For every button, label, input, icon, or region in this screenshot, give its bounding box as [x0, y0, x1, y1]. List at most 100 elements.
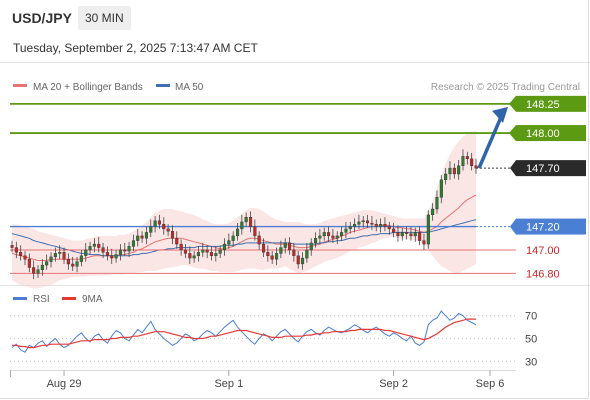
- candle-body: [474, 165, 478, 169]
- candle-body: [114, 254, 118, 259]
- candle-body: [292, 249, 296, 256]
- level-147-20-tag-arrow: [510, 218, 516, 235]
- candle-body: [58, 252, 62, 254]
- candle-body: [157, 220, 162, 225]
- candle-body: [353, 223, 357, 227]
- candle-body: [40, 264, 44, 271]
- x-tick-label: Sep 6: [476, 378, 505, 390]
- rsi-tick-70: 70: [525, 311, 537, 323]
- legend-rsi-swatch: [13, 297, 27, 300]
- legend-ma20-label: MA 20 + Bollinger Bands: [33, 82, 143, 93]
- candle-body: [123, 249, 127, 252]
- legend-ma50-label: MA 50: [175, 82, 204, 93]
- candle-body: [14, 247, 18, 253]
- candle-body: [201, 249, 205, 253]
- candle-body: [110, 255, 114, 259]
- candle-body: [461, 156, 465, 166]
- candle-body: [149, 226, 153, 233]
- candle-body: [196, 252, 201, 257]
- candle-body: [296, 255, 300, 265]
- projection-arrow-head: [492, 106, 508, 123]
- candle-body: [344, 228, 348, 233]
- candle-body: [348, 226, 352, 230]
- candle-body: [361, 220, 365, 223]
- legend-rsi-label: RSI: [33, 294, 50, 305]
- rsi-tick-30: 30: [525, 356, 537, 368]
- candle-body: [214, 253, 218, 256]
- level-147-20-tag: [516, 218, 586, 235]
- candle-body: [405, 232, 409, 234]
- candle-body: [170, 230, 175, 239]
- level-148-00-label: 148.00: [526, 128, 560, 140]
- candle-body: [266, 252, 270, 257]
- candle-body: [409, 233, 413, 237]
- candle-body: [27, 259, 31, 268]
- timestamp: Tuesday, September 2, 2025 7:13:47 AM CE…: [13, 41, 258, 55]
- candle-body: [32, 267, 36, 274]
- legend-9ma-swatch: [62, 297, 76, 300]
- candle-body: [335, 235, 339, 239]
- chart-header: USD/JPY 30 MIN: [0, 0, 590, 36]
- level-147-70-tag: [516, 160, 586, 177]
- candle-body: [314, 238, 318, 244]
- candle-body: [305, 249, 309, 259]
- candle-body: [318, 235, 322, 239]
- candle-body: [465, 156, 469, 159]
- candle-body: [270, 255, 274, 260]
- x-tick-label: Sep 2: [379, 378, 408, 390]
- candle-body: [383, 223, 387, 227]
- candle-body: [322, 232, 326, 237]
- candle-body: [392, 228, 396, 233]
- candle-body: [240, 221, 244, 230]
- candle-body: [357, 221, 361, 225]
- candle-body: [131, 240, 136, 247]
- level-148-00-tag-arrow: [509, 125, 516, 142]
- candle-body: [10, 245, 14, 248]
- projection-arrow: [477, 114, 504, 169]
- candle-body: [327, 232, 331, 237]
- rsi-ma-line: [12, 318, 476, 349]
- candle-body: [136, 235, 140, 241]
- level-148-25-label: 148.25: [526, 99, 560, 111]
- candle-body: [79, 255, 83, 262]
- candle-body: [283, 242, 287, 248]
- candle-body: [439, 179, 443, 198]
- candle-body: [418, 232, 422, 241]
- candle-body: [426, 214, 430, 245]
- candle-body: [205, 249, 209, 253]
- timeframe-button[interactable]: 30 MIN: [78, 6, 131, 30]
- level-147-20-label: 147.20: [526, 222, 560, 234]
- candle-body: [92, 243, 96, 247]
- x-tick-label: Sep 1: [214, 378, 243, 390]
- candle-body: [279, 247, 283, 254]
- candle-body: [400, 232, 404, 237]
- level-148-25-tag: [516, 95, 586, 112]
- candle-body: [101, 247, 105, 253]
- candle-body: [374, 223, 378, 227]
- candle-body: [105, 252, 109, 257]
- candle-body: [192, 255, 196, 259]
- legend-ma50-swatch: [156, 84, 170, 87]
- candle-body: [19, 252, 23, 257]
- candle-body: [175, 238, 179, 245]
- candle-body: [118, 249, 122, 255]
- candle-body: [162, 223, 166, 230]
- candle-body: [153, 220, 157, 227]
- candle-body: [166, 228, 170, 232]
- candle-body: [257, 235, 261, 245]
- candle-body: [422, 240, 426, 245]
- candle-body: [301, 257, 305, 265]
- candle-body: [248, 216, 253, 227]
- candle-body: [231, 235, 235, 241]
- candle-body: [66, 259, 70, 265]
- level-148-00-tag: [516, 125, 586, 142]
- candle-body: [188, 253, 192, 259]
- candle-body: [88, 246, 92, 251]
- candle-body: [144, 232, 149, 239]
- candle-body: [253, 226, 257, 237]
- candle-body: [209, 252, 214, 257]
- candle-body: [75, 261, 79, 267]
- candle-body: [62, 252, 66, 260]
- candle-body: [222, 243, 227, 251]
